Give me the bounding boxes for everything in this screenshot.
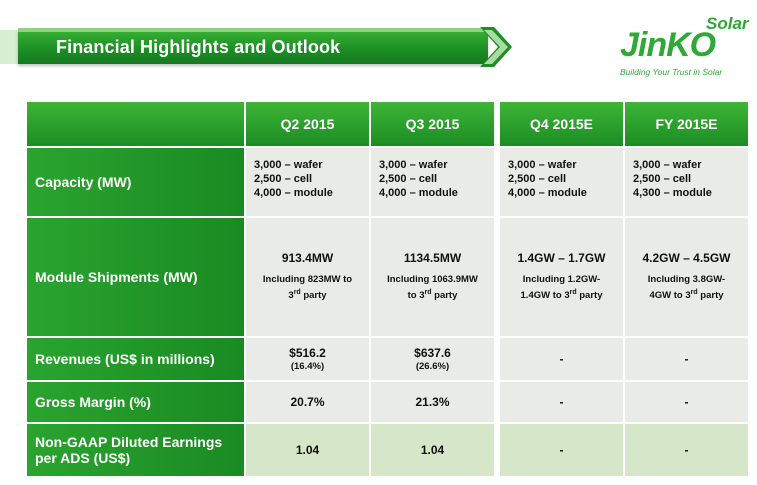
table-row: Non-GAAP Diluted Earnings per ADS (US$) … — [27, 424, 748, 476]
chevron-arrow-icon — [480, 27, 512, 67]
table-cell: $516.2 (16.4%) — [246, 338, 369, 380]
table-cell: $637.6 (26.6%) — [371, 338, 494, 380]
logo-tagline: Building Your Trust in Solar — [620, 67, 723, 77]
table-row: Revenues (US$ in millions) $516.2 (16.4%… — [27, 338, 748, 380]
row-label: Gross Margin (%) — [27, 382, 244, 422]
table-cell: 21.3% — [371, 382, 494, 422]
column-header: Q4 2015E — [500, 102, 623, 146]
table-cell: 3,000 – wafer 2,500 – cell 4,000 – modul… — [246, 148, 369, 216]
title-bar-stub — [0, 30, 18, 64]
table-row: Gross Margin (%) 20.7% 21.3% - - — [27, 382, 748, 422]
table-cell: 1.04 — [246, 424, 369, 476]
table-cell: 1134.5MW Including 1063.9MW to 3rd party — [371, 218, 494, 336]
column-header: FY 2015E — [625, 102, 748, 146]
table-corner — [27, 102, 244, 146]
table-cell: - — [500, 382, 623, 422]
table-cell: - — [500, 424, 623, 476]
row-label: Module Shipments (MW) — [27, 218, 244, 336]
row-label: Non-GAAP Diluted Earnings per ADS (US$) — [27, 424, 244, 476]
title-bar: Financial Highlights and Outlook — [18, 28, 488, 64]
table-cell: 1.04 — [371, 424, 494, 476]
page-title: Financial Highlights and Outlook — [56, 37, 341, 57]
logo-brand-text: JinKO — [620, 26, 716, 64]
table-cell: 3,000 – wafer 2,500 – cell 4,000 – modul… — [500, 148, 623, 216]
table-cell: - — [625, 338, 748, 380]
table-cell: 1.4GW – 1.7GW Including 1.2GW- 1.4GW to … — [500, 218, 623, 336]
table-cell: - — [625, 382, 748, 422]
logo-solar-text: Solar — [706, 14, 749, 33]
table-row: Module Shipments (MW) 913.4MW Including … — [27, 218, 748, 336]
row-label: Capacity (MW) — [27, 148, 244, 216]
table-header-row: Q2 2015 Q3 2015 Q4 2015E FY 2015E — [27, 102, 748, 146]
table-cell: 3,000 – wafer 2,500 – cell 4,300 – modul… — [625, 148, 748, 216]
table-cell: 3,000 – wafer 2,500 – cell 4,000 – modul… — [371, 148, 494, 216]
table-cell: 4.2GW – 4.5GW Including 3.8GW- 4GW to 3r… — [625, 218, 748, 336]
column-header: Q3 2015 — [371, 102, 494, 146]
table-cell: - — [500, 338, 623, 380]
table-cell: 913.4MW Including 823MW to 3rd party — [246, 218, 369, 336]
table-row: Capacity (MW) 3,000 – wafer 2,500 – cell… — [27, 148, 748, 216]
financial-table: Q2 2015 Q3 2015 Q4 2015E FY 2015E Capaci… — [25, 100, 750, 478]
jinko-logo: Solar JinKO Building Your Trust in Solar — [620, 12, 750, 78]
column-header: Q2 2015 — [246, 102, 369, 146]
row-label: Revenues (US$ in millions) — [27, 338, 244, 380]
table-cell: - — [625, 424, 748, 476]
table-cell: 20.7% — [246, 382, 369, 422]
